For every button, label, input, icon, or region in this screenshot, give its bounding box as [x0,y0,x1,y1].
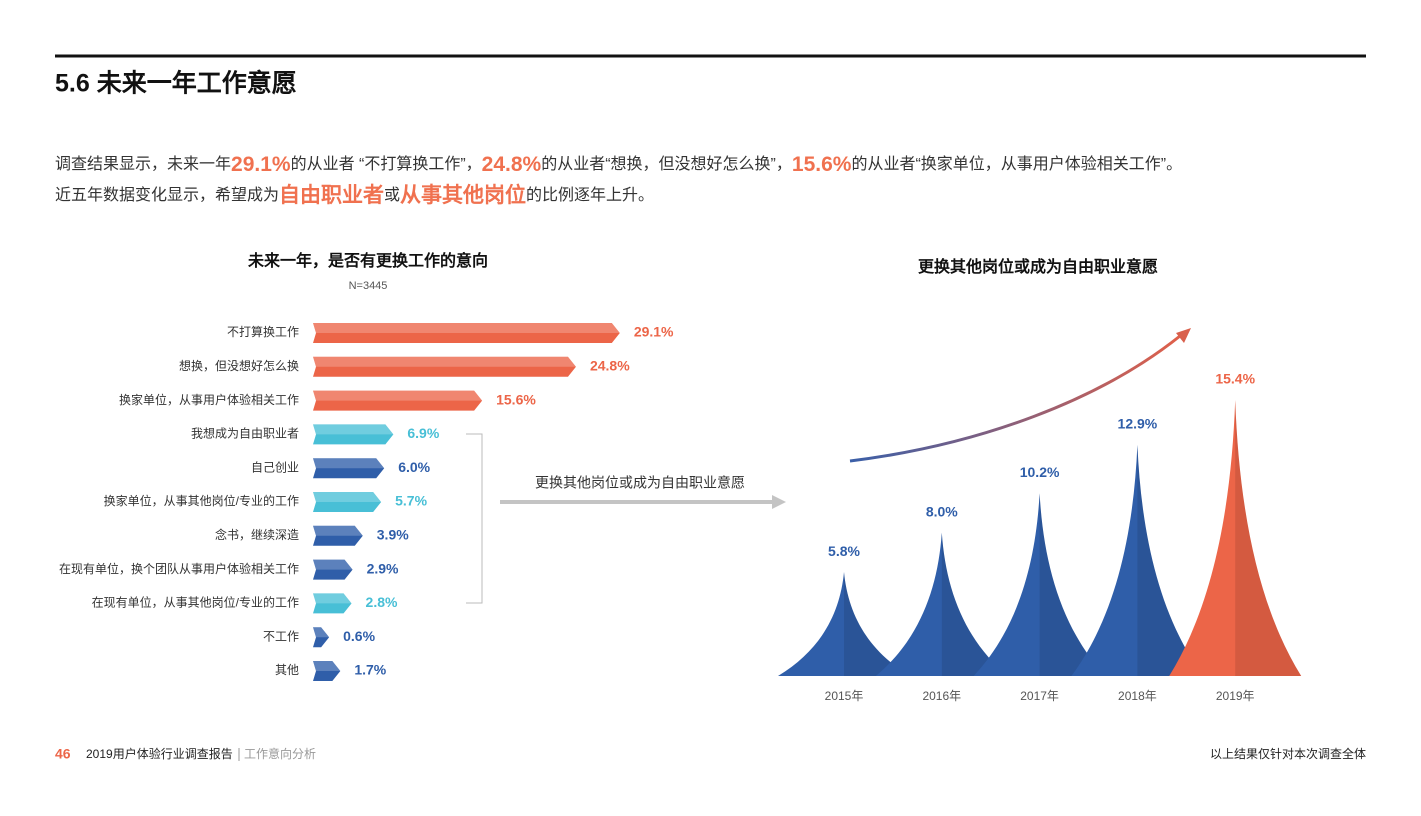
intro-line: 调查结果显示，未来一年29.1%的从业者 “不打算换工作”，24.8%的从业者“… [55,153,1182,176]
bracket-line [466,433,483,604]
bar [313,492,382,512]
chart-title: 更换其他岗位或成为自由职业意愿 [918,257,1158,276]
bar [313,390,483,411]
value-label: 5.8% [828,543,860,559]
category-label: 在现有单位，换个团队从事用户体验相关工作 [59,561,299,576]
peak-shade [1235,400,1302,676]
trend-arrow-head [1176,328,1191,343]
value-label: 10.2% [1020,464,1060,480]
bar [313,356,576,377]
peak-shade [941,532,1008,676]
bar [313,458,385,479]
annotation: 更换其他岗位或成为自由职业意愿 [535,475,745,491]
bar-highlight [313,559,353,570]
category-label: 其他 [275,663,299,677]
peak [1169,400,1302,676]
peak [973,493,1106,676]
category-label: 换家单位，从事其他岗位/专业的工作 [104,493,299,508]
category-label: 在现有单位，从事其他岗位/专业的工作 [92,595,299,610]
bar [313,559,353,580]
intro-text: 的比例逐年上升。 [526,186,654,204]
value-label: 2.9% [367,560,399,576]
intro-line: 近五年数据变化显示，希望成为自由职业者或从事其他岗位的比例逐年上升。 [55,183,654,207]
bar-highlight [313,492,382,502]
bar-highlight [313,593,352,604]
footer-note: 以上结果仅针对本次调查全体 [1210,746,1366,761]
arrow-head [772,495,786,509]
x-tick-label: 2017年 [1020,689,1059,703]
category-label: 想换，但没想好怎么换 [179,358,299,373]
peak [875,532,1008,676]
value-label: 12.9% [1118,416,1158,432]
bar [313,661,341,681]
intro-text: 或 [384,186,400,204]
bar [313,593,352,614]
bracket [466,433,483,604]
bar-highlight [313,458,385,469]
value-label: 15.4% [1215,371,1255,387]
intro-text: 调查结果显示，未来一年 [55,155,231,173]
value-label: 6.9% [407,425,439,441]
bar-highlight [313,661,341,671]
intro-highlight: 15.6% [792,153,852,176]
intro-text: 的从业者 “不打算换工作”， [291,154,482,173]
x-tick-label: 2019年 [1216,689,1255,703]
section-title: 5.6 未来一年工作意愿 [55,69,297,98]
bar [313,627,330,648]
bar-highlight [313,356,576,367]
value-label: 3.9% [377,527,409,543]
report-name: 2019用户体验行业调查报告 [86,746,233,761]
category-label: 自己创业 [251,460,299,474]
intro-highlight: 24.8% [482,153,542,176]
value-label: 24.8% [590,358,630,374]
chart-title: 未来一年，是否有更换工作的意向 [247,251,488,270]
category-label: 不打算换工作 [227,324,299,339]
bar-highlight [313,390,483,401]
peak-shade [1137,444,1204,676]
value-label: 29.1% [634,324,674,340]
value-label: 15.6% [496,391,536,407]
value-label: 2.8% [366,594,398,610]
peak-shade [844,572,910,676]
x-tick-label: 2016年 [922,689,961,703]
trend-arc [849,334,1181,463]
value-label: 0.6% [343,628,375,644]
page-number: 46 [55,746,71,762]
bar [313,525,363,546]
value-label: 5.7% [395,493,427,509]
value-label: 6.0% [398,459,430,475]
category-label: 我想成为自由职业者 [191,426,299,441]
intro-highlight: 29.1% [231,153,291,176]
bar-highlight [313,323,620,333]
intro-text: 近五年数据变化显示，希望成为 [55,186,279,204]
intro-highlight: 从事其他岗位 [400,183,526,207]
peak [778,572,910,676]
value-label: 8.0% [926,503,958,519]
section-name: 工作意向分析 [244,746,316,761]
category-label: 不工作 [263,629,299,643]
peak [1071,444,1204,676]
bar [313,424,394,445]
bar-highlight [313,627,330,638]
value-label: 1.7% [354,662,386,678]
bar-highlight [313,424,394,435]
x-tick-label: 2015年 [825,689,864,703]
bar-highlight [313,525,363,536]
x-tick-label: 2018年 [1118,689,1157,703]
intro-highlight: 自由职业者 [279,183,384,207]
category-label: 换家单位，从事用户体验相关工作 [119,392,299,407]
intro-text: 的从业者“想换，但没想好怎么换”， [541,155,792,173]
chart-subtitle: N=3445 [349,280,388,292]
peak-shade [1039,493,1106,676]
intro-text: 的从业者“换家单位，从事用户体验相关工作”。 [851,155,1182,173]
bar [313,323,620,343]
category-label: 念书，继续深造 [215,527,299,542]
